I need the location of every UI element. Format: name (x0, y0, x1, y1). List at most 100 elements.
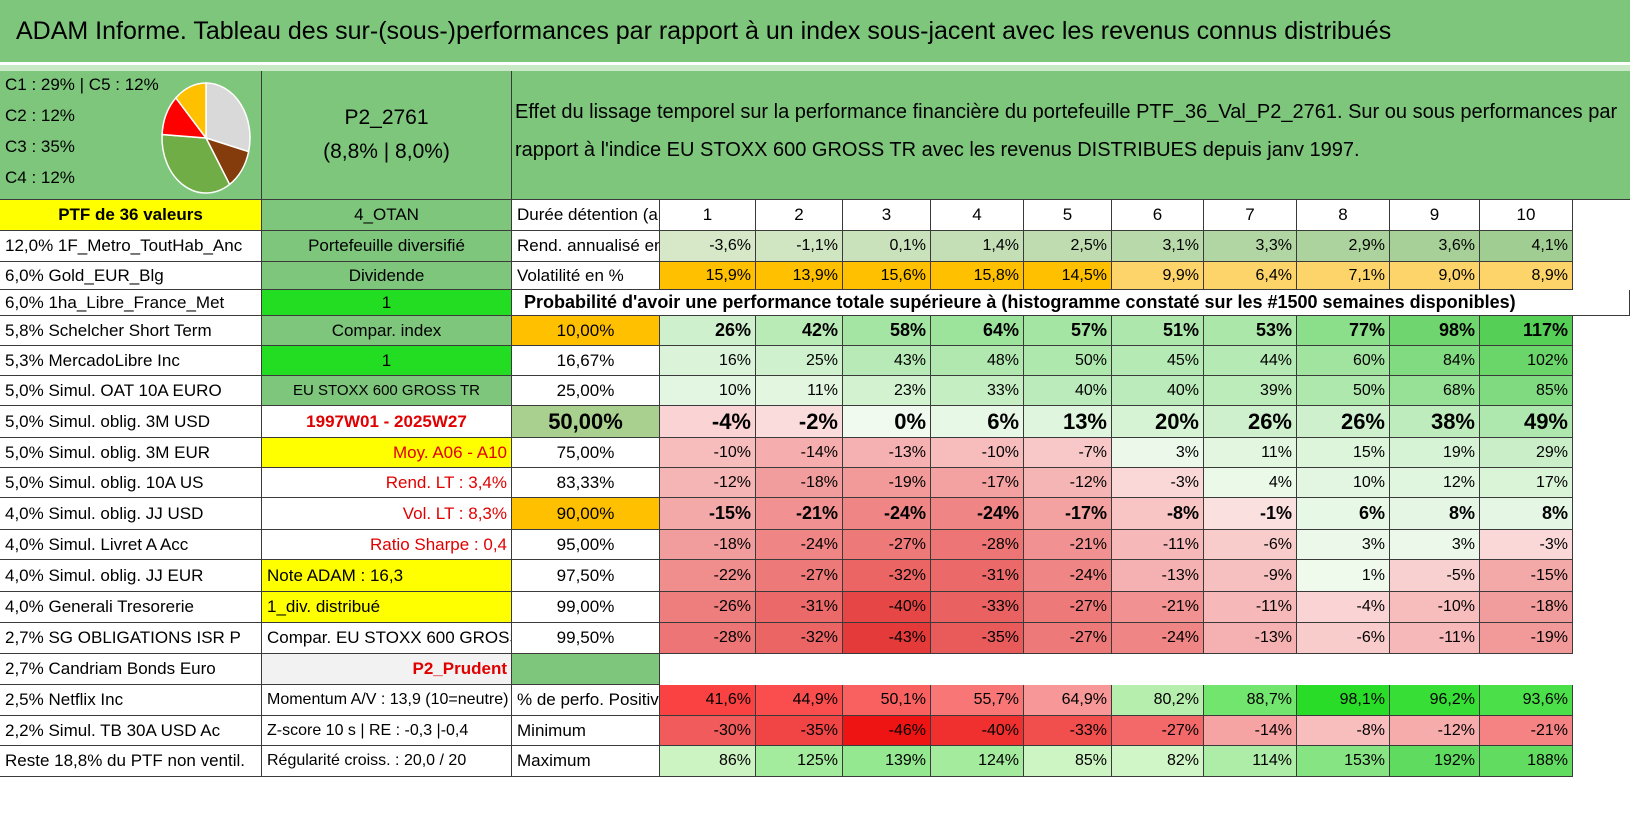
holding-row: 5,3% MercadoLibre Inc (0, 346, 262, 376)
page-title: ADAM Informe. Tableau des sur-(sous-)per… (0, 0, 1630, 62)
probability-value: -4% (1297, 592, 1390, 623)
probability-value: 40% (1112, 376, 1204, 406)
holding-row: 6,0% 1ha_Libre_France_Met (0, 290, 262, 316)
probability-threshold: 75,00% (512, 438, 660, 468)
probability-value: 42% (756, 316, 843, 346)
probability-value: -24% (931, 498, 1024, 530)
volatility-value: 7,1% (1297, 262, 1390, 290)
volatility-value: 14,5% (1024, 262, 1112, 290)
holding-row: 2,5% Netflix Inc (0, 685, 262, 716)
probability-value: 44% (1204, 346, 1297, 376)
minimum-value: -14% (1204, 716, 1297, 746)
probability-value: -19% (1480, 623, 1573, 654)
param-cell: Portefeuille diversifié (262, 231, 512, 262)
probability-value: -11% (1112, 530, 1204, 560)
probability-value: 77% (1297, 316, 1390, 346)
year-header: 7 (1204, 200, 1297, 231)
param-cell: EU STOXX 600 GROSS TR (262, 376, 512, 406)
probability-value: 33% (931, 376, 1024, 406)
return-value: -1,1% (756, 231, 843, 262)
param-cell: Vol. LT : 8,3% (262, 498, 512, 530)
probability-value: 16% (660, 346, 756, 376)
year-header: 3 (843, 200, 931, 231)
year-header: 10 (1480, 200, 1573, 231)
description: Effet du lissage temporel sur la perform… (512, 71, 1630, 200)
year-header: 6 (1112, 200, 1204, 231)
probability-threshold: 50,00% (512, 406, 660, 438)
year-header: 5 (1024, 200, 1112, 231)
probability-value: -24% (1024, 560, 1112, 592)
param-cell: Compar. EU STOXX 600 GROSS TR (262, 623, 512, 654)
pie-slice-c5 (174, 82, 207, 141)
probability-value: 84% (1390, 346, 1480, 376)
probability-value: -40% (843, 592, 931, 623)
probability-value: 8% (1480, 498, 1573, 530)
param-cell: Note ADAM : 16,3 (262, 560, 512, 592)
probability-value: 4% (1204, 468, 1297, 498)
maximum-value: 114% (1204, 746, 1297, 777)
probability-value: 3% (1297, 530, 1390, 560)
probability-value: 26% (660, 316, 756, 346)
probability-value: -17% (1024, 498, 1112, 530)
probability-value: -18% (756, 468, 843, 498)
title-separator-band (0, 65, 1630, 71)
return-value: 3,1% (1112, 231, 1204, 262)
param-cell: Momentum A/V : 13,9 (10=neutre) (262, 685, 512, 716)
return-value: 3,3% (1204, 231, 1297, 262)
maximum-value: 139% (843, 746, 931, 777)
holding-row: 4,0% Simul. Livret A Acc (0, 530, 262, 560)
probability-value: 23% (843, 376, 931, 406)
volatility-value: 13,9% (756, 262, 843, 290)
positive-value: 55,7% (931, 685, 1024, 716)
probability-value: 25% (756, 346, 843, 376)
probability-threshold: 97,50% (512, 560, 660, 592)
param-cell: Ratio Sharpe : 0,4 (262, 530, 512, 560)
probability-value: -18% (1480, 592, 1573, 623)
pie-slice-c3 (161, 133, 231, 194)
holding-row: 4,0% Simul. oblig. JJ USD (0, 498, 262, 530)
year-header: 4 (931, 200, 1024, 231)
probability-value: -10% (660, 438, 756, 468)
probability-value: 6% (1297, 498, 1390, 530)
probability-threshold: 99,50% (512, 623, 660, 654)
param-cell: Rend. LT : 3,4% (262, 468, 512, 498)
probability-threshold: 10,00% (512, 316, 660, 346)
positive-value: 80,2% (1112, 685, 1204, 716)
probability-value: 117% (1480, 316, 1573, 346)
param-cell: 4_OTAN (262, 200, 512, 231)
probability-value: -24% (756, 530, 843, 560)
empty-cell (1534, 290, 1630, 316)
probability-value: 51% (1112, 316, 1204, 346)
probability-value: -8% (1112, 498, 1204, 530)
positive-value: 50,1% (843, 685, 931, 716)
volatility-value: 15,9% (660, 262, 756, 290)
probability-value: -28% (931, 530, 1024, 560)
holding-row: 2,2% Simul. TB 30A USD Ac (0, 716, 262, 746)
probability-value: -32% (843, 560, 931, 592)
probability-value: 15% (1297, 438, 1390, 468)
probability-value: -13% (1204, 623, 1297, 654)
return-value: 2,9% (1297, 231, 1390, 262)
probability-value: 50% (1297, 376, 1390, 406)
param-cell: P2_Prudent (262, 654, 512, 685)
holding-row: Reste 18,8% du PTF non ventil. (0, 746, 262, 777)
probability-value: -21% (756, 498, 843, 530)
probability-threshold: 25,00% (512, 376, 660, 406)
probability-value: 49% (1480, 406, 1573, 438)
return-value: 1,4% (931, 231, 1024, 262)
probability-threshold: 99,00% (512, 592, 660, 623)
probability-value: 102% (1480, 346, 1573, 376)
probability-value: -33% (931, 592, 1024, 623)
empty-cell (512, 654, 660, 685)
probability-value: 40% (1024, 376, 1112, 406)
probability-value: 98% (1390, 316, 1480, 346)
holding-row: 4,0% Simul. oblig. JJ EUR (0, 560, 262, 592)
maximum-value: 153% (1297, 746, 1390, 777)
portfolio-performance: (8,8% | 8,0%) (323, 140, 450, 163)
positive-value: 88,7% (1204, 685, 1297, 716)
probability-value: -5% (1390, 560, 1480, 592)
probability-value: 57% (1024, 316, 1112, 346)
probability-value: -31% (931, 560, 1024, 592)
year-header: 2 (756, 200, 843, 231)
probability-value: -12% (1024, 468, 1112, 498)
